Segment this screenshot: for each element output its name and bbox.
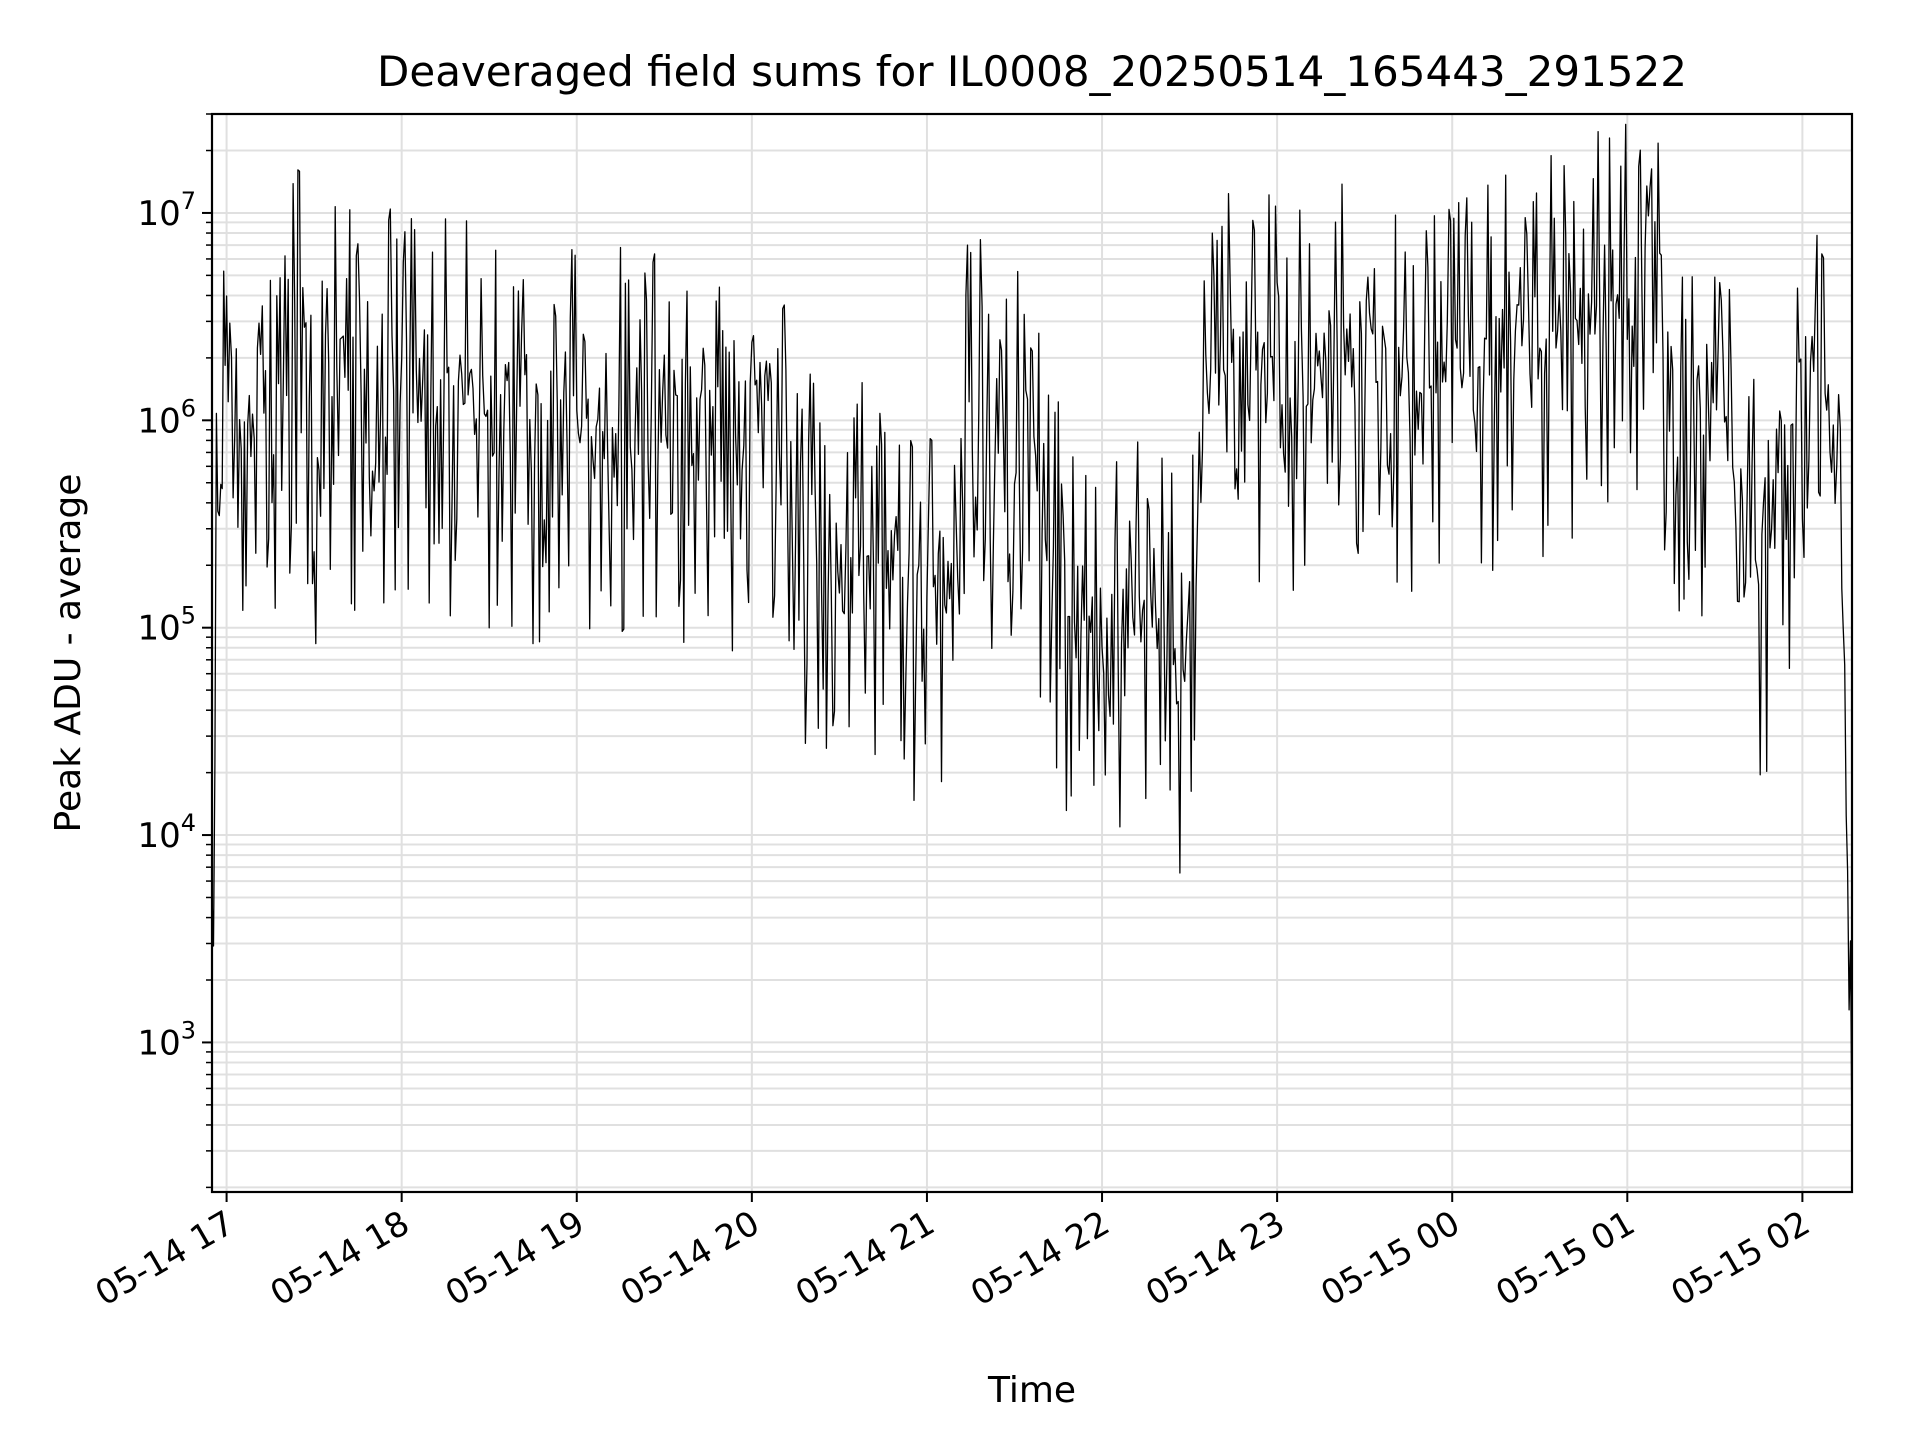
- x-tick-label: 05-14 18: [264, 1203, 416, 1314]
- grid-lines: [212, 113, 1852, 1192]
- data-series: [211, 123, 1853, 1151]
- y-tick-exponent: 6: [181, 394, 196, 422]
- x-axis-label: Time: [987, 1370, 1076, 1411]
- chart-title: Deaveraged field sums for IL0008_2025051…: [377, 47, 1687, 96]
- y-tick-exponent: 7: [181, 187, 196, 215]
- y-tick-exponent: 4: [181, 809, 196, 837]
- y-tick-label: 104: [137, 809, 196, 856]
- y-axis-label: Peak ADU - average: [48, 474, 89, 833]
- y-tick-label: 106: [137, 394, 196, 441]
- y-tick-label: 107: [137, 187, 196, 234]
- y-tick-exponent: 5: [181, 602, 196, 630]
- series-line: [211, 123, 1853, 1151]
- y-tick-base: 10: [137, 1023, 180, 1063]
- x-tick-label: 05-14 20: [614, 1203, 766, 1314]
- y-tick-base: 10: [137, 816, 180, 856]
- x-tick-label: 05-15 02: [1664, 1203, 1816, 1314]
- plot-frame: [210, 112, 1854, 1194]
- y-tick-base: 10: [137, 194, 180, 234]
- y-tick-base: 10: [137, 609, 180, 649]
- y-tick-exponent: 3: [181, 1016, 196, 1044]
- x-tick-label: 05-14 17: [89, 1203, 241, 1314]
- y-tick-label: 103: [137, 1016, 196, 1063]
- y-tick-base: 10: [137, 401, 180, 441]
- x-axis: 05-14 17 05-14 18 05-14 19 05-14 20 05-14 21…: [89, 1192, 1817, 1314]
- x-tick-label: 05-14 23: [1139, 1203, 1291, 1314]
- x-tick-label: 05-14 21: [789, 1203, 941, 1314]
- x-tick-label: 05-15 00: [1314, 1203, 1466, 1314]
- x-tick-label: 05-14 19: [439, 1203, 591, 1314]
- x-tick-label: 05-15 01: [1489, 1203, 1641, 1314]
- x-tick-label: 05-14 22: [964, 1203, 1116, 1314]
- y-tick-label: 105: [137, 602, 196, 649]
